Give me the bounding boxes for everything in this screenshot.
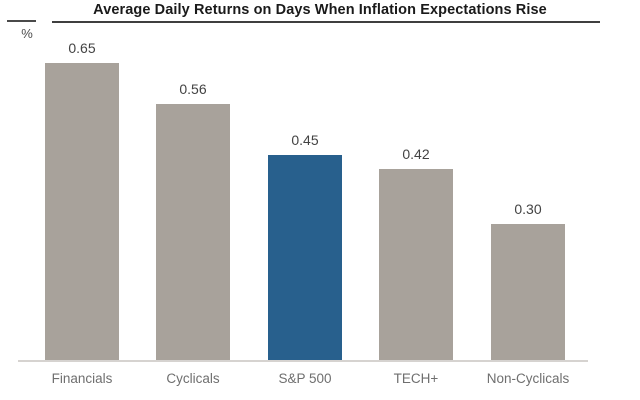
title-underline [52, 21, 600, 23]
bar-financials [45, 63, 119, 362]
y-axis-unit-label: % [21, 26, 33, 41]
category-label-s-p-500: S&P 500 [278, 371, 332, 386]
category-label-financials: Financials [51, 371, 113, 386]
top-left-tick [7, 20, 36, 22]
value-label-tech: 0.42 [402, 146, 430, 162]
x-axis-line [18, 360, 588, 362]
bar-tech [379, 169, 453, 362]
chart-title: Average Daily Returns on Days When Infla… [93, 2, 547, 18]
bar-cyclicals [156, 104, 230, 362]
value-label-s-p-500: 0.45 [291, 132, 319, 148]
value-label-non-cyclicals: 0.30 [514, 201, 542, 217]
category-label-cyclicals: Cyclicals [166, 371, 220, 386]
value-label-cyclicals: 0.56 [179, 81, 207, 97]
category-label-non-cyclicals: Non-Cyclicals [486, 371, 570, 386]
value-label-financials: 0.65 [68, 40, 96, 56]
bar-s-p-500 [268, 155, 342, 362]
category-label-tech: TECH+ [393, 371, 439, 386]
bar-non-cyclicals [491, 224, 565, 362]
